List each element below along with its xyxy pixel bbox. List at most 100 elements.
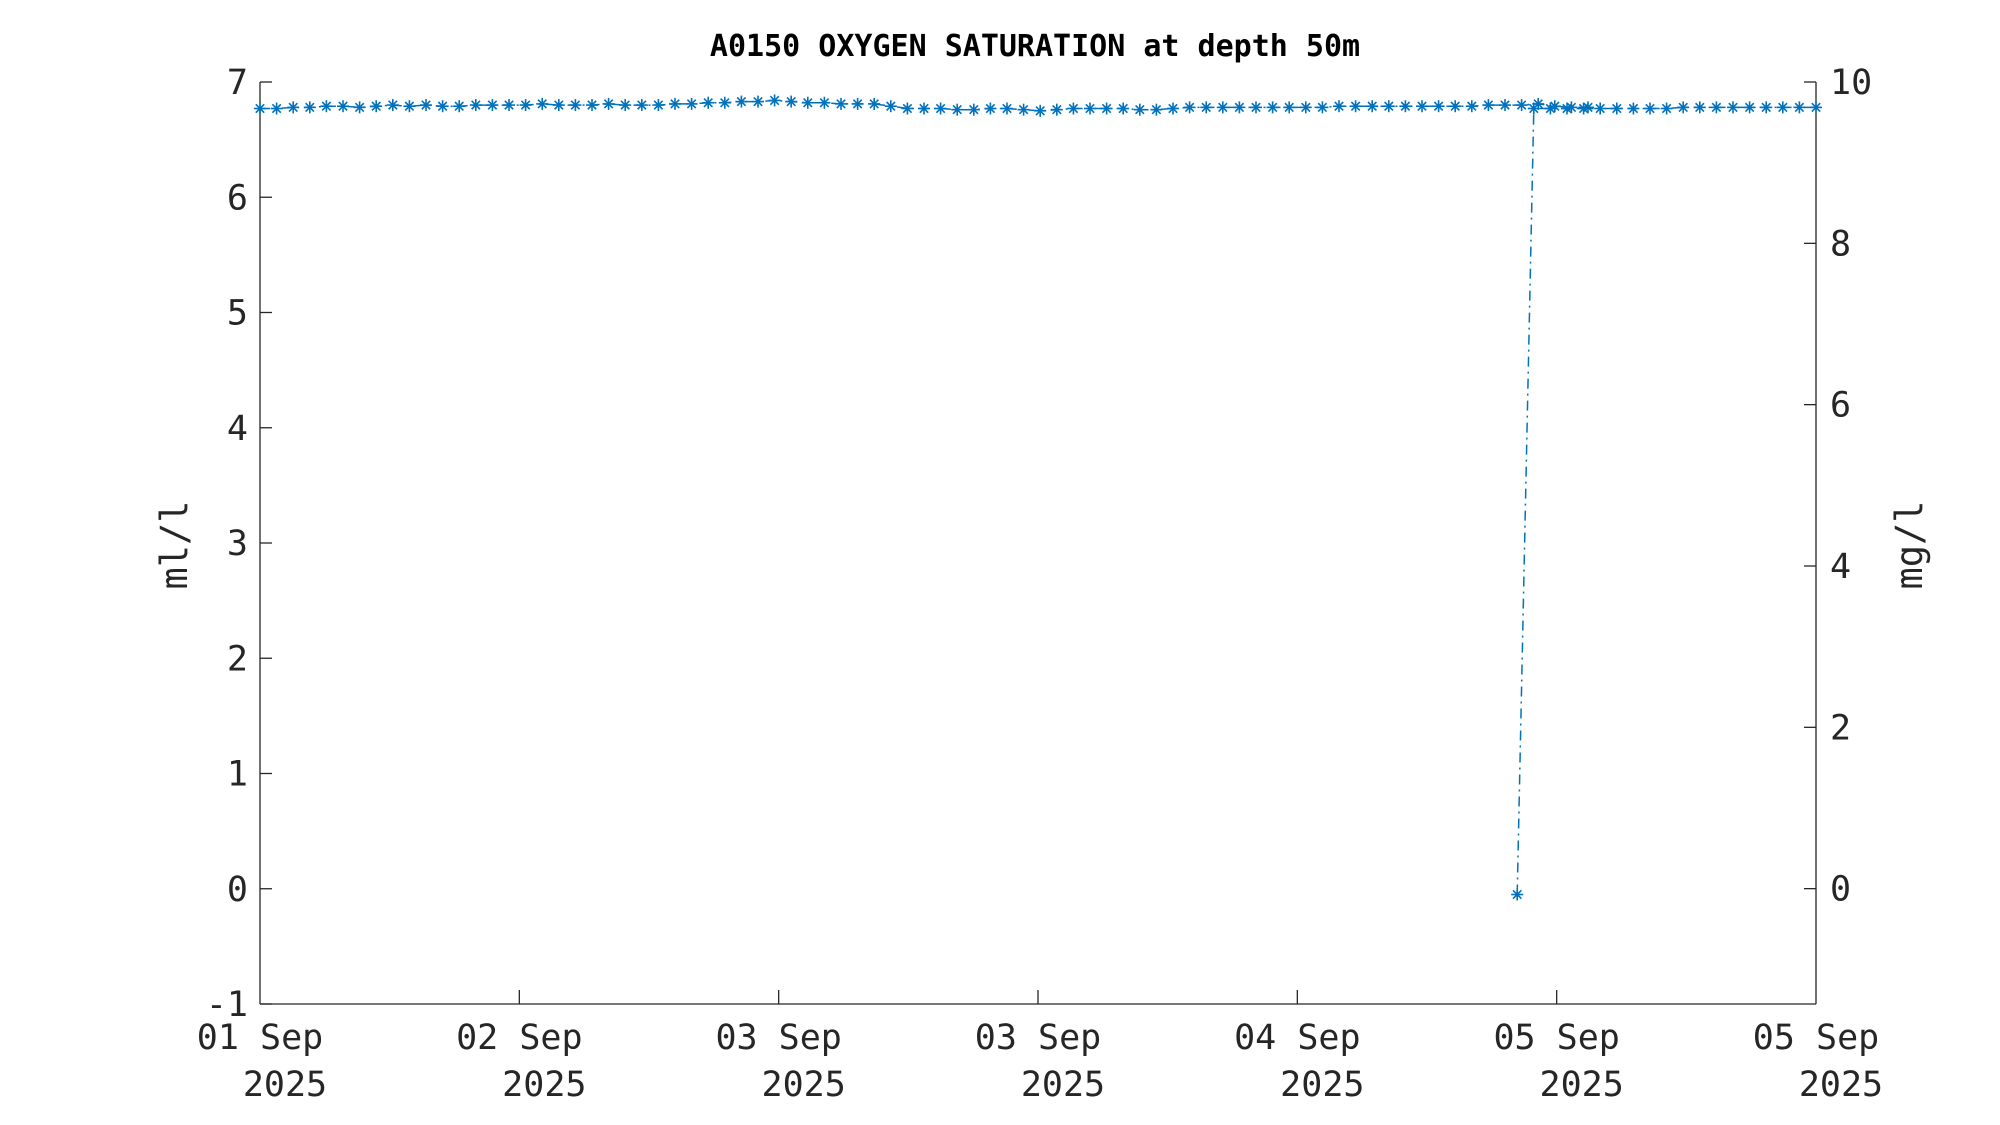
data-point — [386, 99, 399, 112]
x-tick-label-day: 05 Sep — [1753, 1018, 1879, 1058]
x-tick-label-year: 2025 — [243, 1065, 327, 1105]
data-point — [1793, 101, 1806, 114]
data-point — [1050, 103, 1063, 116]
data-point — [1561, 102, 1573, 115]
data-point — [918, 102, 930, 115]
x-tick-label-day: 05 Sep — [1493, 1018, 1619, 1058]
data-point — [370, 100, 383, 113]
x-tick-label-year: 2025 — [1799, 1065, 1883, 1105]
data-point — [552, 99, 565, 112]
data-point — [1001, 102, 1013, 115]
data-point — [1117, 102, 1130, 115]
data-point — [1760, 101, 1773, 114]
data-point — [1432, 100, 1445, 113]
data-point — [1810, 101, 1822, 114]
data-point — [1693, 101, 1706, 114]
data-point — [1084, 102, 1096, 115]
x-tick-label-year: 2025 — [1540, 1065, 1624, 1105]
right-tick-label: 10 — [1830, 63, 1872, 103]
data-point — [868, 97, 881, 110]
data-point — [1333, 100, 1345, 113]
data-point — [1515, 99, 1528, 112]
data-point — [652, 99, 665, 112]
x-ticks: 01 Sep 2025 02 Sep 2025 03 Sep 2025 03 Sep 2025… — [197, 990, 1883, 1105]
data-point — [984, 102, 997, 115]
data-point — [1150, 103, 1163, 116]
data-point — [1067, 102, 1080, 115]
left-tick-label: 1 — [227, 755, 248, 795]
data-point — [901, 102, 914, 115]
x-tick-label-day: 01 Sep — [197, 1018, 323, 1058]
data-point — [1743, 101, 1756, 114]
data-point — [1482, 99, 1495, 112]
data-point — [453, 100, 466, 113]
data-point — [1034, 104, 1047, 117]
data-point — [785, 95, 798, 108]
right-tick-label: 8 — [1830, 224, 1851, 264]
data-point — [1594, 102, 1607, 115]
data-point — [685, 97, 698, 110]
data-point — [1349, 100, 1362, 113]
data-point — [702, 96, 715, 109]
data-point — [619, 99, 632, 112]
data-point — [1710, 101, 1723, 114]
data-point — [486, 99, 499, 112]
data-point — [1283, 101, 1296, 114]
data-point — [1644, 102, 1656, 115]
data-point — [569, 99, 582, 112]
x-tick-label-year: 2025 — [762, 1065, 846, 1105]
data-point — [1233, 101, 1246, 114]
data-point — [835, 97, 847, 110]
data-point — [303, 101, 316, 114]
data-point — [1366, 100, 1379, 113]
left-y-ticks: 7 6 5 4 3 2 1 0 -1 — [206, 63, 272, 1025]
data-point — [1416, 100, 1428, 113]
data-point — [1776, 101, 1789, 114]
data-point — [851, 97, 864, 110]
data-point — [934, 102, 947, 115]
data-point — [270, 102, 283, 115]
right-tick-label: 6 — [1830, 386, 1851, 426]
data-point — [1200, 101, 1213, 114]
data-point — [951, 103, 964, 116]
data-point — [1577, 102, 1590, 115]
right-tick-label: 2 — [1830, 708, 1851, 748]
data-point — [536, 97, 549, 110]
data-point — [768, 94, 781, 107]
right-y-axis-label: mg/l — [1888, 500, 1931, 589]
series-line — [1516, 106, 1816, 895]
left-tick-label: 4 — [227, 409, 248, 449]
left-tick-label: 0 — [227, 870, 248, 910]
data-point — [1017, 103, 1030, 116]
data-point — [519, 99, 532, 112]
left-y-axis-label: ml/l — [153, 500, 196, 589]
right-tick-label: 0 — [1830, 870, 1851, 910]
x-tick-label-day: 03 Sep — [975, 1018, 1101, 1058]
data-point — [403, 100, 416, 113]
data-point — [1167, 102, 1179, 115]
chart-title: A0150 OXYGEN SATURATION at depth 50m — [710, 29, 1360, 64]
left-tick-label: 5 — [227, 294, 248, 334]
data-point — [320, 100, 333, 113]
data-point — [1660, 102, 1673, 115]
series-layer — [254, 94, 1822, 901]
right-tick-label: 4 — [1830, 547, 1851, 587]
data-point — [752, 95, 764, 108]
x-tick-label-day: 02 Sep — [456, 1018, 582, 1058]
data-point — [602, 97, 615, 110]
data-point — [469, 99, 482, 112]
data-point — [801, 96, 814, 109]
left-tick-label: 2 — [227, 639, 248, 679]
data-point — [1527, 102, 1540, 115]
data-point — [1216, 101, 1229, 114]
data-point — [1100, 102, 1113, 115]
x-tick-label-day: 04 Sep — [1234, 1018, 1360, 1058]
left-tick-label: 6 — [227, 178, 248, 218]
data-point — [337, 100, 349, 113]
x-tick-label-day: 03 Sep — [715, 1018, 841, 1058]
data-point — [1299, 101, 1312, 114]
data-point — [1449, 100, 1462, 113]
data-point — [1727, 101, 1739, 114]
data-point — [254, 102, 266, 115]
